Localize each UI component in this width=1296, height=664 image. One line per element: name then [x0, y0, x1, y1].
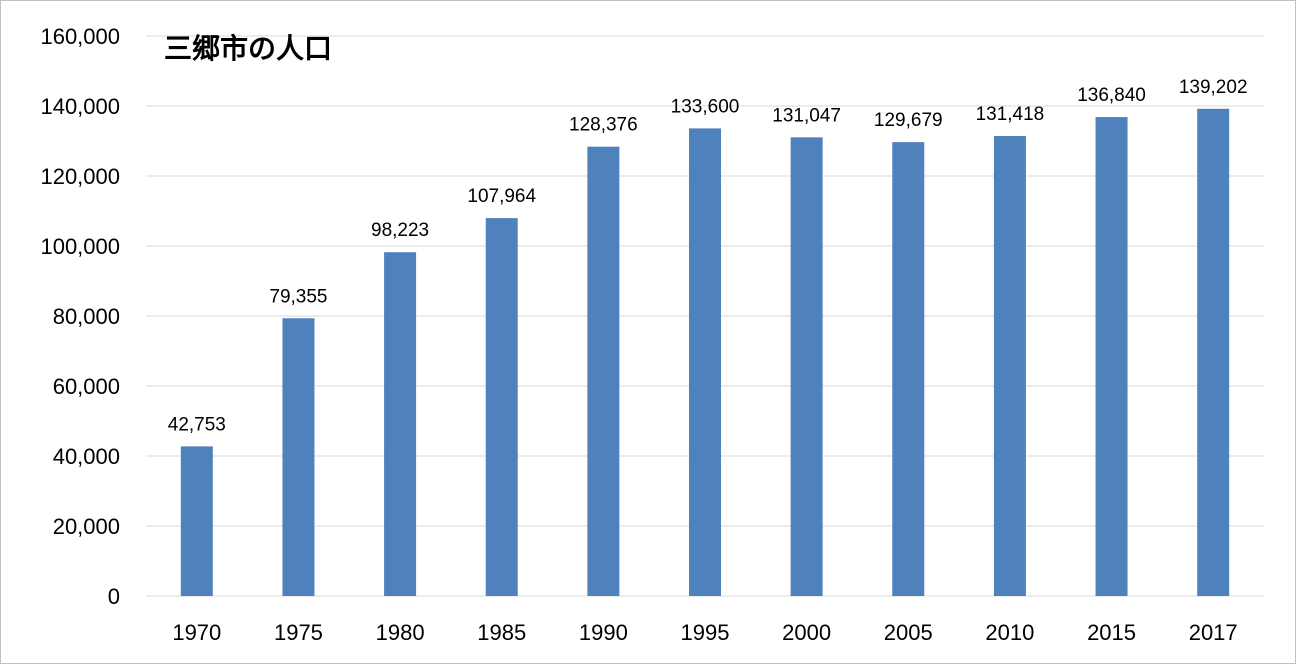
x-tick-label: 2017 — [1189, 620, 1238, 645]
y-tick-label: 120,000 — [40, 164, 120, 189]
x-tick-label: 1985 — [477, 620, 526, 645]
bar — [587, 146, 620, 596]
data-label: 131,047 — [772, 105, 841, 126]
bars — [180, 108, 1230, 597]
data-labels: 42,753 79,355 98,223 107,964 128,376 133,600 1… — [168, 77, 1248, 436]
bar — [993, 136, 1026, 597]
bar — [1095, 117, 1128, 596]
data-label: 98,223 — [371, 220, 429, 241]
y-tick-label: 140,000 — [40, 94, 120, 119]
bar — [180, 446, 213, 596]
data-label: 79,355 — [269, 286, 327, 307]
bar — [689, 128, 721, 596]
data-label: 133,600 — [671, 96, 740, 117]
y-tick-label: 160,000 — [40, 24, 120, 49]
y-axis-ticks: 0 20,000 40,000 60,000 80,000 100,000 120,000 1… — [40, 24, 120, 609]
bar — [485, 218, 518, 596]
data-label: 129,679 — [874, 110, 943, 131]
data-label: 128,376 — [569, 115, 638, 136]
bar — [1197, 108, 1230, 596]
x-tick-label: 1980 — [376, 620, 425, 645]
y-tick-label: 20,000 — [53, 514, 120, 539]
x-tick-label: 1990 — [579, 620, 628, 645]
x-axis-ticks: 1970 1975 1980 1985 1990 1995 2000 2005 2010 2015… — [172, 620, 1237, 645]
x-tick-label: 2000 — [782, 620, 831, 645]
y-tick-label: 100,000 — [40, 234, 120, 259]
y-tick-label: 0 — [108, 584, 120, 609]
chart-title: 三郷市の人口 — [164, 32, 332, 65]
x-tick-label: 2005 — [884, 620, 933, 645]
data-label: 139,202 — [1179, 77, 1248, 98]
data-label: 42,753 — [168, 414, 226, 435]
data-label: 107,964 — [467, 186, 536, 207]
bar — [790, 137, 823, 596]
x-tick-label: 2010 — [985, 620, 1034, 645]
y-tick-label: 80,000 — [53, 304, 120, 329]
y-tick-label: 40,000 — [53, 444, 120, 469]
y-tick-label: 60,000 — [53, 374, 120, 399]
x-tick-label: 1975 — [274, 620, 323, 645]
bar — [384, 252, 417, 597]
bar — [282, 318, 315, 596]
bar — [892, 142, 925, 596]
x-tick-label: 2015 — [1087, 620, 1136, 645]
x-tick-label: 1995 — [681, 620, 730, 645]
data-label: 131,418 — [976, 104, 1045, 125]
data-label: 136,840 — [1077, 85, 1146, 106]
x-tick-label: 1970 — [172, 620, 221, 645]
